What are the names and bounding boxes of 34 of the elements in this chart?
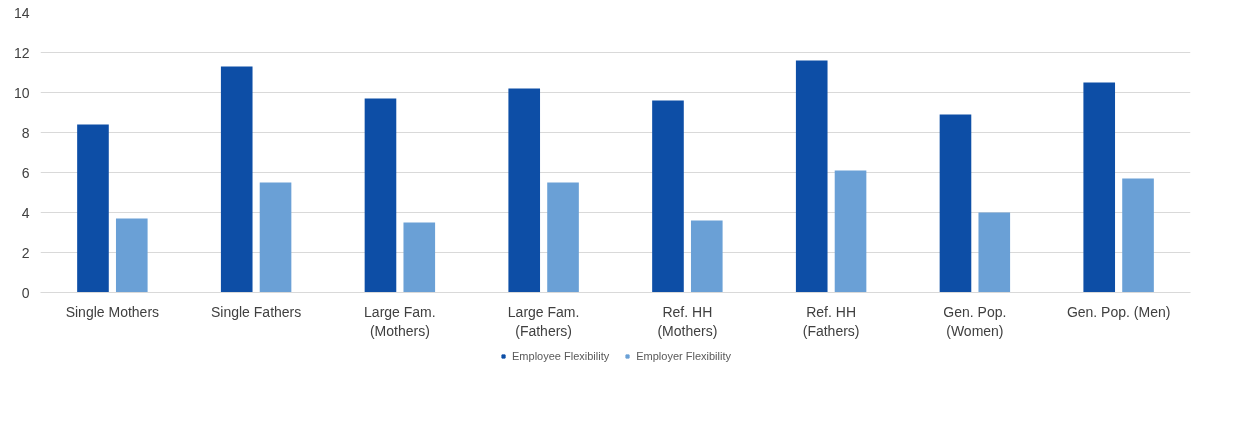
bar (220, 66, 253, 293)
y-tick-label: 0 (21, 284, 30, 301)
x-tick-label: Single Mothers (65, 303, 160, 320)
y-tick-label: 14 (13, 4, 30, 21)
y-tick-label: 6 (21, 164, 30, 181)
x-tick-label: Ref. HH (Fathers) (802, 303, 860, 339)
bar (508, 88, 541, 293)
bar (259, 182, 292, 293)
y-tick-label: 12 (13, 44, 30, 61)
legend-label: Employer Flexibility (636, 350, 731, 362)
bar (77, 124, 109, 293)
x-tick-label: Large Fam. (Fathers) (507, 303, 580, 339)
bar (834, 170, 867, 293)
x-tick-label: Single Fathers (210, 303, 302, 320)
y-tick-label: 2 (21, 244, 30, 261)
y-tick-label: 10 (13, 84, 30, 101)
bar (1122, 178, 1154, 293)
x-tick-label: Gen. Pop. (Women) (943, 303, 1007, 339)
bar (115, 218, 148, 293)
bar (547, 182, 579, 293)
y-tick-label: 4 (21, 204, 30, 221)
bar (690, 220, 723, 293)
bar (652, 100, 684, 293)
bar (403, 222, 436, 293)
y-tick-label: 8 (21, 124, 30, 141)
x-tick-label: Gen. Pop. (Men) (1066, 303, 1171, 320)
bar (1083, 82, 1116, 293)
bar (795, 60, 828, 293)
bar (364, 98, 397, 293)
bar (939, 114, 972, 293)
bar (978, 212, 1011, 293)
legend-label: Employee Flexibility (512, 350, 610, 362)
x-tick-label: Ref. HH (Mothers) (657, 303, 718, 339)
x-tick-label: Large Fam. (Mothers) (364, 303, 436, 339)
